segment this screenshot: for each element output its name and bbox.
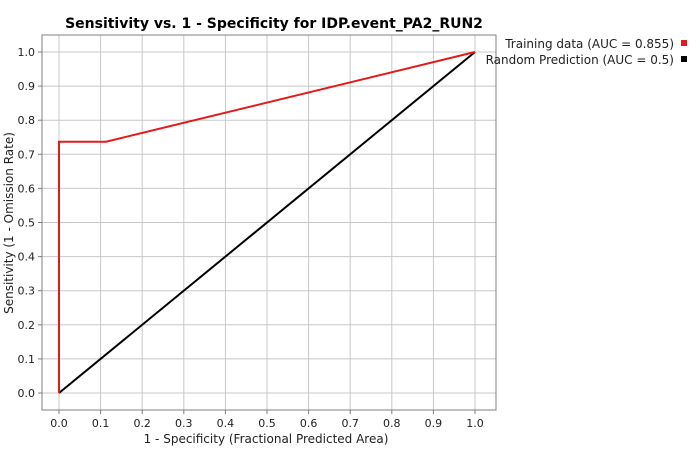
- y-axis-label: Sensitivity (1 - Omission Rate): [2, 132, 16, 314]
- x-tick-label: 0.7: [341, 417, 359, 430]
- y-tick-label: 0.0: [18, 387, 36, 400]
- x-tick-label: 0.1: [92, 417, 110, 430]
- y-tick-label: 1.0: [18, 46, 36, 59]
- y-tick-label: 0.2: [18, 319, 36, 332]
- training-data-line: [58, 51, 476, 393]
- x-tick-label: 0.4: [217, 417, 235, 430]
- random-prediction-line: [58, 51, 476, 394]
- y-tick-label: 0.6: [18, 182, 36, 195]
- chart-title: Sensitivity vs. 1 - Specificity for IDP.…: [65, 16, 483, 32]
- y-tick-label: 0.1: [18, 353, 36, 366]
- y-tick-label: 0.7: [18, 148, 36, 161]
- legend: Training data (AUC = 0.855) Random Predic…: [486, 37, 687, 67]
- y-tick-label: 0.5: [18, 217, 36, 230]
- grid-lines: [42, 35, 496, 410]
- y-axis-ticks: 0.0 0.1 0.2 0.3 0.4 0.5 0.6 0.7 0.8 0.9 1.0: [18, 46, 42, 400]
- x-axis-label: 1 - Specificity (Fractional Predicted Ar…: [144, 432, 389, 446]
- y-tick-label: 0.4: [18, 251, 36, 264]
- y-tick-label: 0.3: [18, 285, 36, 298]
- x-tick-label: 0.0: [50, 417, 68, 430]
- x-tick-label: 0.5: [258, 417, 276, 430]
- x-tick-label: 0.3: [175, 417, 193, 430]
- x-tick-label: 0.2: [133, 417, 151, 430]
- x-tick-label: 0.8: [383, 417, 401, 430]
- legend-training-data-swatch: [681, 40, 687, 46]
- x-tick-label: 1.0: [466, 417, 484, 430]
- plot-area: [41, 34, 497, 411]
- legend-random-prediction-label: Random Prediction (AUC = 0.5): [486, 53, 674, 67]
- y-tick-label: 0.8: [18, 114, 36, 127]
- y-tick-label: 0.9: [18, 80, 36, 93]
- x-axis-ticks: 0.0 0.1 0.2 0.3 0.4 0.5 0.6 0.7 0.8 0.9 1.0: [50, 410, 484, 430]
- x-tick-label: 0.6: [300, 417, 318, 430]
- series-lines: [58, 51, 476, 394]
- legend-training-data-label: Training data (AUC = 0.855): [504, 37, 674, 51]
- x-tick-label: 0.9: [425, 417, 443, 430]
- legend-random-prediction-swatch: [681, 56, 687, 62]
